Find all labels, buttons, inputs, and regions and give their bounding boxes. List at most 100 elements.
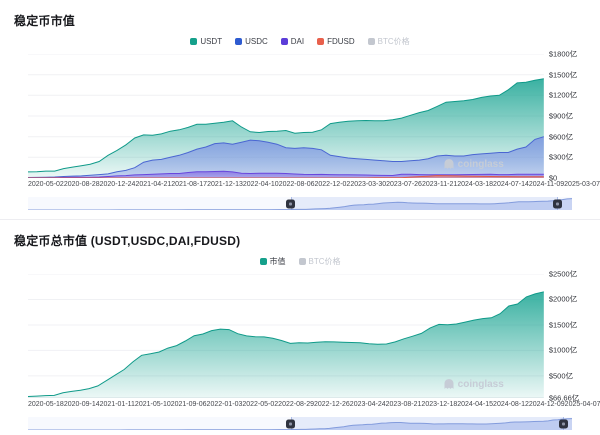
- legend-marker-icon: [190, 38, 198, 45]
- legend-marker-icon: [259, 258, 267, 265]
- y-axis-label: $0: [548, 173, 558, 183]
- legend-label: BTC价格: [377, 37, 410, 46]
- x-axis-label: 2022-08-29: [278, 401, 314, 408]
- x-axis-label: 2021-09-06: [170, 401, 207, 408]
- y-axis-label: $500亿: [548, 371, 573, 381]
- handle-grip-icon: [289, 202, 293, 205]
- legend-label: 市值: [269, 257, 286, 266]
- chart-row: coinglass $1800亿 $1500亿 $1200亿 $900亿 $600亿 $3…: [28, 50, 586, 183]
- datazoom-left-handle[interactable]: [286, 199, 296, 208]
- y-axis-label: $2000亿: [548, 294, 578, 304]
- legend-marker-icon: [235, 38, 243, 45]
- x-axis-label: 2020-12-24: [99, 181, 136, 188]
- x-axis-label: 2025-04-07: [564, 401, 600, 408]
- legend-marker-icon: [367, 38, 375, 45]
- y-axis-label: $1000亿: [548, 345, 578, 355]
- y-axis-label: $1500亿: [548, 70, 578, 80]
- x-axis-label: 2023-07-26: [386, 181, 422, 188]
- x-axis-label: 2024-03-18: [457, 181, 494, 188]
- handle-grip-icon: [556, 202, 560, 205]
- x-axis: 2020-05-02 2020-08-28 2020-12-24 2021-04-21…: [28, 181, 600, 190]
- y-axis: $2500亿 $2000亿 $1500亿 $1000亿 $500亿 $66.66亿: [544, 270, 586, 403]
- legend-item[interactable]: USDC: [235, 37, 268, 46]
- y-axis-label: $2500亿: [548, 269, 578, 279]
- stablecoin-total-marketcap-section: 稳定币总市值 (USDT,USDC,DAI,FDUSD) 市值 BTC价格 co…: [0, 220, 600, 435]
- datazoom-right-handle[interactable]: [558, 419, 568, 428]
- legend-item[interactable]: USDT: [190, 37, 222, 46]
- plot-area[interactable]: coinglass: [28, 274, 544, 398]
- y-axis-label: $600亿: [548, 132, 573, 142]
- x-axis-label: 2020-05-18: [28, 401, 64, 408]
- x-axis-label: 2024-12-09: [528, 401, 565, 408]
- coinglass-ghost-icon: [444, 159, 454, 169]
- x-axis-label: 2024-08-12: [493, 401, 529, 408]
- section-title: 稳定币总市值 (USDT,USDC,DAI,FDUSD): [14, 234, 241, 248]
- x-axis-label: 2021-01-11: [99, 401, 135, 408]
- x-axis-label: 2022-04-10: [242, 181, 279, 188]
- x-axis-label: 2023-11-21: [421, 181, 458, 188]
- x-axis-label: 2024-04-15: [457, 401, 494, 408]
- y-axis-label: $1500亿: [548, 320, 578, 330]
- watermark: coinglass: [443, 158, 504, 170]
- x-axis-label: 2022-12-02: [314, 181, 351, 188]
- legend-item[interactable]: 市值: [259, 256, 286, 267]
- chart-row: coinglass $2500亿 $2000亿 $1500亿 $1000亿 $500亿 $…: [28, 270, 586, 403]
- watermark-text: coinglass: [457, 158, 504, 170]
- x-axis-label: 2024-07-14: [493, 181, 529, 188]
- legend-marker-icon: [298, 258, 306, 265]
- x-axis-label: 2022-12-26: [313, 401, 350, 408]
- stacked-area-chart[interactable]: [28, 54, 544, 178]
- datazoom-slider[interactable]: [28, 197, 572, 210]
- x-axis-label: 2021-05-10: [134, 401, 171, 408]
- y-axis-label: $1200亿: [548, 90, 578, 100]
- chart-legend: USDT USDC DAI FDUSD BTC价格: [14, 36, 586, 47]
- datazoom-left-handle[interactable]: [286, 419, 296, 428]
- legend-label: FDUSD: [327, 37, 355, 46]
- x-axis-label: 2023-12-18: [421, 401, 458, 408]
- legend-label: USDT: [200, 37, 223, 46]
- coinglass-ghost-icon: [444, 379, 454, 389]
- x-axis-label: 2023-04-24: [349, 401, 386, 408]
- handle-grip-icon: [561, 422, 565, 425]
- legend-item[interactable]: BTC价格: [367, 36, 410, 47]
- legend-label: DAI: [290, 37, 305, 46]
- y-axis-label: $900亿: [548, 111, 573, 121]
- x-axis-label: 2020-08-28: [63, 181, 100, 188]
- x-axis-label: 2023-08-21: [385, 401, 422, 408]
- legend-marker-icon: [317, 38, 325, 45]
- datazoom-mini-chart: [28, 418, 572, 430]
- x-axis-label: 2022-05-02: [242, 401, 279, 408]
- y-axis-label: $300亿: [548, 152, 573, 162]
- section-title: 稳定币市值: [14, 14, 76, 28]
- x-axis-label: 2023-03-30: [350, 181, 387, 188]
- legend-item[interactable]: BTC价格: [298, 256, 341, 267]
- x-axis: 2020-05-18 2020-09-14 2021-01-11 2021-05-10…: [28, 401, 600, 410]
- x-axis-label: 2020-09-14: [63, 401, 100, 408]
- x-axis-label: 2020-05-02: [28, 181, 64, 188]
- area-chart[interactable]: [28, 274, 544, 398]
- stablecoin-marketcap-section: 稳定币市值 USDT USDC DAI FDUSD BTC价格: [0, 14, 600, 220]
- legend-label: BTC价格: [308, 257, 341, 266]
- x-axis-label: 2021-12-13: [207, 181, 243, 188]
- x-axis-label: 2022-01-03: [206, 401, 243, 408]
- chart-legend: 市值 BTC价格: [14, 256, 586, 267]
- x-axis-label: 2021-08-17: [171, 181, 208, 188]
- legend-item[interactable]: DAI: [280, 37, 305, 46]
- datazoom-selection[interactable]: [291, 417, 564, 430]
- x-axis-label: 2024-11-09: [528, 181, 565, 188]
- plot-area[interactable]: coinglass: [28, 54, 544, 178]
- legend-marker-icon: [280, 38, 288, 45]
- x-axis-label: 2022-08-06: [278, 181, 315, 188]
- datazoom-right-handle[interactable]: [553, 199, 563, 208]
- handle-grip-icon: [289, 422, 293, 425]
- y-axis-label: $66.66亿: [548, 393, 580, 403]
- y-axis: $1800亿 $1500亿 $1200亿 $900亿 $600亿 $300亿 $0: [544, 50, 586, 183]
- datazoom-slider[interactable]: [28, 417, 572, 430]
- datazoom-selection[interactable]: [291, 197, 559, 210]
- y-axis-label: $1800亿: [548, 49, 578, 59]
- watermark-text: coinglass: [457, 378, 504, 390]
- watermark: coinglass: [443, 378, 504, 390]
- legend-item[interactable]: FDUSD: [317, 37, 355, 46]
- legend-label: USDC: [245, 37, 268, 46]
